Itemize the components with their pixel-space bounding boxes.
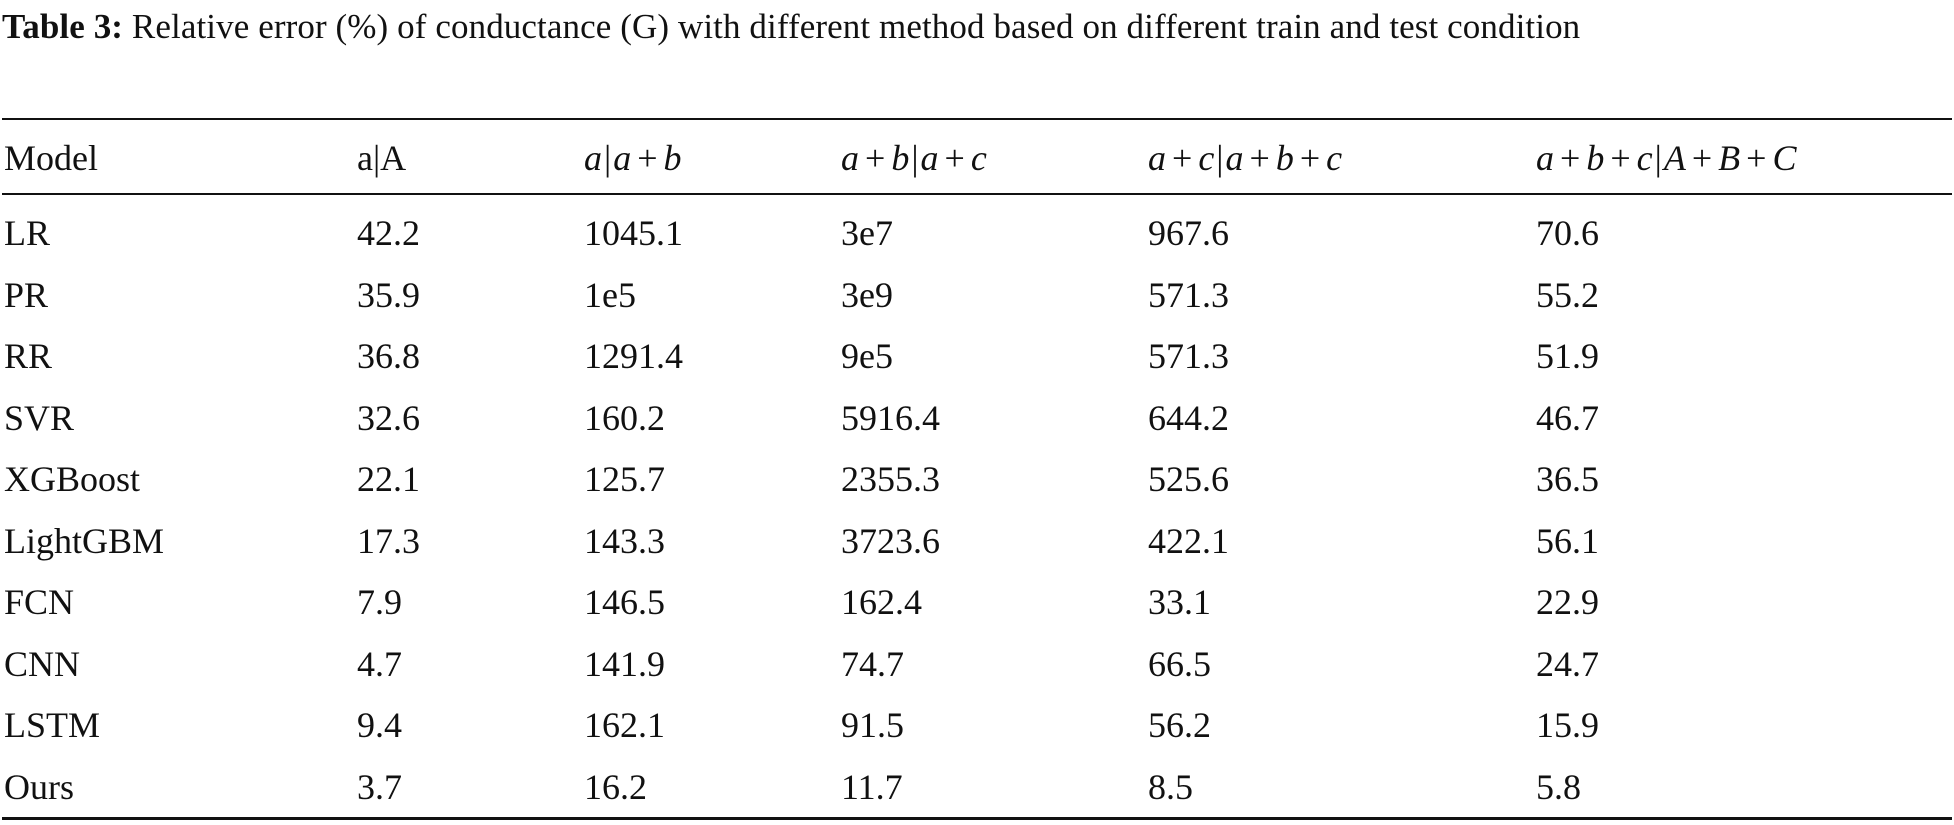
table-row: LR 42.2 1045.1 3e7 967.6 70.6 — [0, 203, 1954, 263]
value-cell: 525.6 — [1148, 459, 1229, 499]
value-cell: 16.2 — [584, 767, 647, 807]
value-cell: 3.7 — [357, 767, 402, 807]
table-row: LightGBM 17.3 143.3 3723.6 422.1 56.1 — [0, 511, 1954, 571]
table-row: LSTM 9.4 162.1 91.5 56.2 15.9 — [0, 695, 1954, 755]
value-cell: 2355.3 — [841, 459, 940, 499]
table-caption: Table 3: Relative error (%) of conductan… — [2, 4, 1952, 49]
value-cell: 160.2 — [584, 398, 665, 438]
value-cell: 36.8 — [357, 336, 420, 376]
value-cell: 74.7 — [841, 644, 904, 684]
value-cell: 143.3 — [584, 521, 665, 561]
table-row: FCN 7.9 146.5 162.4 33.1 22.9 — [0, 572, 1954, 632]
column-header-a-plus-b-plus-c-A-plus-B-plus-C: a + b + c|A + B + C — [1536, 138, 1797, 178]
model-name-cell: CNN — [4, 644, 81, 684]
value-cell: 70.6 — [1536, 213, 1599, 253]
value-cell: 17.3 — [357, 521, 420, 561]
value-cell: 571.3 — [1148, 275, 1229, 315]
column-header-a-A: a|A — [357, 138, 407, 178]
table-row: XGBoost 22.1 125.7 2355.3 525.6 36.5 — [0, 449, 1954, 509]
model-name-cell: RR — [4, 336, 53, 376]
value-cell: 4.7 — [357, 644, 402, 684]
table-row: SVR 32.6 160.2 5916.4 644.2 46.7 — [0, 388, 1954, 448]
table-bottom-rule — [2, 817, 1952, 820]
value-cell: 162.1 — [584, 705, 665, 745]
value-cell: 66.5 — [1148, 644, 1211, 684]
table-row: PR 35.9 1e5 3e9 571.3 55.2 — [0, 265, 1954, 325]
value-cell: 55.2 — [1536, 275, 1599, 315]
value-cell: 9.4 — [357, 705, 402, 745]
table-row: CNN 4.7 141.9 74.7 66.5 24.7 — [0, 634, 1954, 694]
value-cell: 3723.6 — [841, 521, 940, 561]
value-cell: 46.7 — [1536, 398, 1599, 438]
model-name-cell: LSTM — [4, 705, 101, 745]
value-cell: 36.5 — [1536, 459, 1599, 499]
value-cell: 1e5 — [584, 275, 636, 315]
value-cell: 967.6 — [1148, 213, 1229, 253]
value-cell: 3e7 — [841, 213, 893, 253]
value-cell: 15.9 — [1536, 705, 1599, 745]
caption-text: Relative error (%) of conductance (G) wi… — [131, 7, 1581, 46]
value-cell: 51.9 — [1536, 336, 1599, 376]
column-header-model: Model — [4, 138, 98, 178]
value-cell: 1045.1 — [584, 213, 683, 253]
value-cell: 7.9 — [357, 582, 402, 622]
value-cell: 91.5 — [841, 705, 904, 745]
value-cell: 33.1 — [1148, 582, 1211, 622]
model-name-cell: SVR — [4, 398, 75, 438]
value-cell: 571.3 — [1148, 336, 1229, 376]
column-header-a-plus-b-a-plus-c: a + b|a + c — [841, 138, 987, 178]
value-cell: 3e9 — [841, 275, 893, 315]
value-cell: 35.9 — [357, 275, 420, 315]
value-cell: 162.4 — [841, 582, 922, 622]
caption-label: Table 3: — [2, 7, 124, 46]
value-cell: 9e5 — [841, 336, 893, 376]
value-cell: 1291.4 — [584, 336, 683, 376]
value-cell: 56.2 — [1148, 705, 1211, 745]
value-cell: 22.9 — [1536, 582, 1599, 622]
table-header-rule — [2, 193, 1952, 195]
model-name-cell: LightGBM — [4, 521, 165, 561]
value-cell: 11.7 — [841, 767, 903, 807]
model-name-cell: LR — [4, 213, 51, 253]
model-name-cell: FCN — [4, 582, 75, 622]
table-row: RR 36.8 1291.4 9e5 571.3 51.9 — [0, 326, 1954, 386]
model-name-cell: Ours — [4, 767, 74, 807]
value-cell: 22.1 — [357, 459, 420, 499]
value-cell: 141.9 — [584, 644, 665, 684]
value-cell: 644.2 — [1148, 398, 1229, 438]
value-cell: 5.8 — [1536, 767, 1581, 807]
value-cell: 42.2 — [357, 213, 420, 253]
table-top-rule — [2, 118, 1952, 120]
value-cell: 125.7 — [584, 459, 665, 499]
model-name-cell: XGBoost — [4, 459, 141, 499]
value-cell: 422.1 — [1148, 521, 1229, 561]
column-header-a-plus-c-a-plus-b-plus-c: a + c|a + b + c — [1148, 138, 1343, 178]
value-cell: 146.5 — [584, 582, 665, 622]
model-name-cell: PR — [4, 275, 49, 315]
value-cell: 24.7 — [1536, 644, 1599, 684]
value-cell: 56.1 — [1536, 521, 1599, 561]
table-header-row: Model a|A a|a + b a + b|a + c a + c|a + b + c a + b + c|… — [0, 128, 1954, 188]
table-row: Ours 3.7 16.2 11.7 8.5 5.8 — [0, 757, 1954, 817]
value-cell: 8.5 — [1148, 767, 1193, 807]
value-cell: 5916.4 — [841, 398, 940, 438]
column-header-a-a-plus-b: a|a + b — [584, 138, 682, 178]
value-cell: 32.6 — [357, 398, 420, 438]
